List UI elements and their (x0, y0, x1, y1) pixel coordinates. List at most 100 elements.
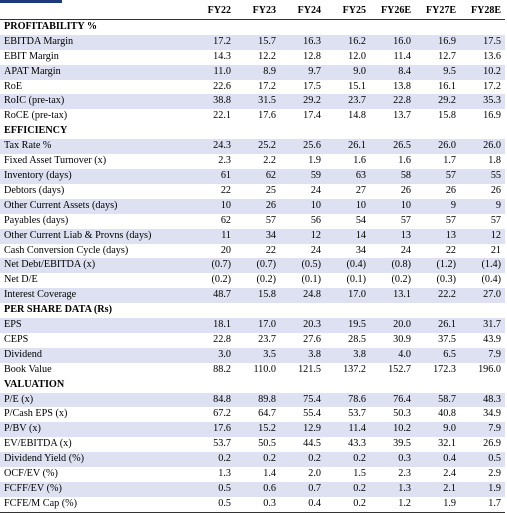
value-cell-fy26e: 57 (370, 213, 415, 229)
value-cell-fy26e: 8.4 (370, 64, 415, 80)
table-row: FCFF/EV (%) 0.5 0.6 0.7 0.2 1.3 2.1 1.9 (0, 482, 505, 497)
value-cell-fy25: 137.2 (325, 362, 370, 378)
value-cell-fy23: 0.3 (235, 496, 280, 513)
value-cell-fy26e: 10 (370, 198, 415, 214)
value-cell-fy26e: 76.4 (370, 392, 415, 408)
value-cell-fy24: 55.4 (280, 407, 325, 423)
value-cell-fy28e: 43.9 (460, 332, 505, 348)
value-cell-fy23: 50.5 (235, 437, 280, 453)
table-row: Dividend Yield (%) 0.2 0.2 0.2 0.2 0.3 0.4 0.5 (0, 452, 505, 468)
value-cell-fy27e: 9.5 (415, 64, 460, 80)
value-cell-fy27e: 40.8 (415, 407, 460, 423)
value-cell-fy28e: 10.2 (460, 64, 505, 80)
value-cell-fy22: 62 (190, 213, 235, 229)
value-cell-fy23: 15.2 (235, 422, 280, 438)
value-cell-fy26e: 13 (370, 228, 415, 244)
table-row: RoIC (pre-tax) 38.8 31.5 29.2 23.7 22.8 29.2 35… (0, 94, 505, 110)
column-header-fy28e: FY28E (460, 4, 505, 20)
value-cell-fy23: 26 (235, 198, 280, 214)
value-cell-fy22: 17.6 (190, 422, 235, 438)
value-cell-fy24: 0.7 (280, 482, 325, 497)
value-cell-fy25: 12.0 (325, 49, 370, 65)
table-row: RoE 22.6 17.2 17.5 15.1 13.8 16.1 17.2 (0, 79, 505, 95)
section-title: EFFICIENCY (0, 124, 505, 140)
value-cell-fy25: 1.5 (325, 467, 370, 482)
value-cell-fy26e: 1.2 (370, 496, 415, 513)
value-cell-fy24: 1.9 (280, 154, 325, 169)
section-header-row: PROFITABILITY % (0, 19, 505, 35)
value-cell-fy23: (0.7) (235, 258, 280, 274)
value-cell-fy24: 56 (280, 213, 325, 229)
value-cell-fy27e: 16.9 (415, 34, 460, 50)
value-cell-fy28e: 48.3 (460, 392, 505, 408)
value-cell-fy22: 38.8 (190, 94, 235, 110)
value-cell-fy27e: 2.1 (415, 482, 460, 497)
row-label: P/Cash EPS (x) (0, 407, 190, 423)
value-cell-fy27e: 172.3 (415, 362, 460, 378)
row-label: FCFE/M Cap (%) (0, 496, 190, 513)
value-cell-fy27e: (0.3) (415, 273, 460, 289)
row-label: Book Value (0, 362, 190, 378)
value-cell-fy25: 43.3 (325, 437, 370, 453)
value-cell-fy25: 11.4 (325, 422, 370, 438)
value-cell-fy24: 44.5 (280, 437, 325, 453)
section-header-row: PER SHARE DATA (Rs) (0, 303, 505, 319)
row-label: Fixed Asset Turnover (x) (0, 154, 190, 169)
column-header-row: FY22 FY23 FY24 FY25 FY26E FY27E FY28E (0, 4, 505, 20)
value-cell-fy26e: 11.4 (370, 49, 415, 65)
row-label: EPS (0, 318, 190, 333)
value-cell-fy28e: 196.0 (460, 362, 505, 378)
value-cell-fy28e: 12 (460, 228, 505, 244)
value-cell-fy28e: 1.7 (460, 496, 505, 513)
table-row: Net D/E (0.2) (0.2) (0.1) (0.1) (0.2) (0.3) (0.… (0, 273, 505, 289)
row-label: Inventory (days) (0, 168, 190, 184)
column-header-fy26e: FY26E (370, 4, 415, 20)
value-cell-fy26e: 1.6 (370, 154, 415, 169)
table-row: Other Current Liab & Provns (days) 11 34 12… (0, 228, 505, 244)
column-header-fy24: FY24 (280, 4, 325, 20)
value-cell-fy27e: 9.0 (415, 422, 460, 438)
value-cell-fy28e: 21 (460, 243, 505, 259)
value-cell-fy22: 10 (190, 198, 235, 214)
value-cell-fy24: 10 (280, 198, 325, 214)
value-cell-fy27e: 1.7 (415, 154, 460, 169)
table-row: Payables (days) 62 57 56 54 57 57 57 (0, 213, 505, 229)
table-row: Tax Rate % 24.3 25.2 25.6 26.1 26.5 26.0 26.0 (0, 139, 505, 155)
value-cell-fy22: 0.2 (190, 452, 235, 468)
row-label: Tax Rate % (0, 139, 190, 155)
value-cell-fy22: 17.2 (190, 34, 235, 50)
value-cell-fy23: 17.2 (235, 79, 280, 95)
table-row: Fixed Asset Turnover (x) 2.3 2.2 1.9 1.6 1.6 1… (0, 154, 505, 169)
column-header-fy27e: FY27E (415, 4, 460, 20)
table-row: P/BV (x) 17.6 15.2 12.9 11.4 10.2 9.0 7.9 (0, 422, 505, 438)
value-cell-fy22: 11.0 (190, 64, 235, 80)
row-label: Other Current Assets (days) (0, 198, 190, 214)
table-row: OCF/EV (%) 1.3 1.4 2.0 1.5 2.3 2.4 2.9 (0, 467, 505, 482)
value-cell-fy28e: 26.0 (460, 139, 505, 155)
value-cell-fy26e: 24 (370, 243, 415, 259)
table-row: FCFE/M Cap (%) 0.5 0.3 0.4 0.2 1.2 1.9 1.7 (0, 496, 505, 513)
value-cell-fy22: 22.1 (190, 109, 235, 125)
value-cell-fy24: 121.5 (280, 362, 325, 378)
value-cell-fy25: 0.2 (325, 496, 370, 513)
value-cell-fy24: 20.3 (280, 318, 325, 333)
value-cell-fy22: 22.6 (190, 79, 235, 95)
section-header-row: VALUATION (0, 377, 505, 393)
value-cell-fy27e: 0.4 (415, 452, 460, 468)
row-label: Cash Conversion Cycle (days) (0, 243, 190, 259)
value-cell-fy23: 0.6 (235, 482, 280, 497)
row-label: RoIC (pre-tax) (0, 94, 190, 110)
table-row: P/Cash EPS (x) 67.2 64.7 55.4 53.7 50.3 40.8 34… (0, 407, 505, 423)
value-cell-fy22: (0.7) (190, 258, 235, 274)
row-label: Dividend Yield (%) (0, 452, 190, 468)
value-cell-fy23: 1.4 (235, 467, 280, 482)
row-label: P/E (x) (0, 392, 190, 408)
value-cell-fy23: 62 (235, 168, 280, 184)
value-cell-fy23: 3.5 (235, 347, 280, 363)
value-cell-fy28e: 16.9 (460, 109, 505, 125)
column-header-fy23: FY23 (235, 4, 280, 20)
value-cell-fy28e: 9 (460, 198, 505, 214)
value-cell-fy28e: 7.9 (460, 347, 505, 363)
value-cell-fy26e: 58 (370, 168, 415, 184)
value-cell-fy28e: (0.4) (460, 273, 505, 289)
